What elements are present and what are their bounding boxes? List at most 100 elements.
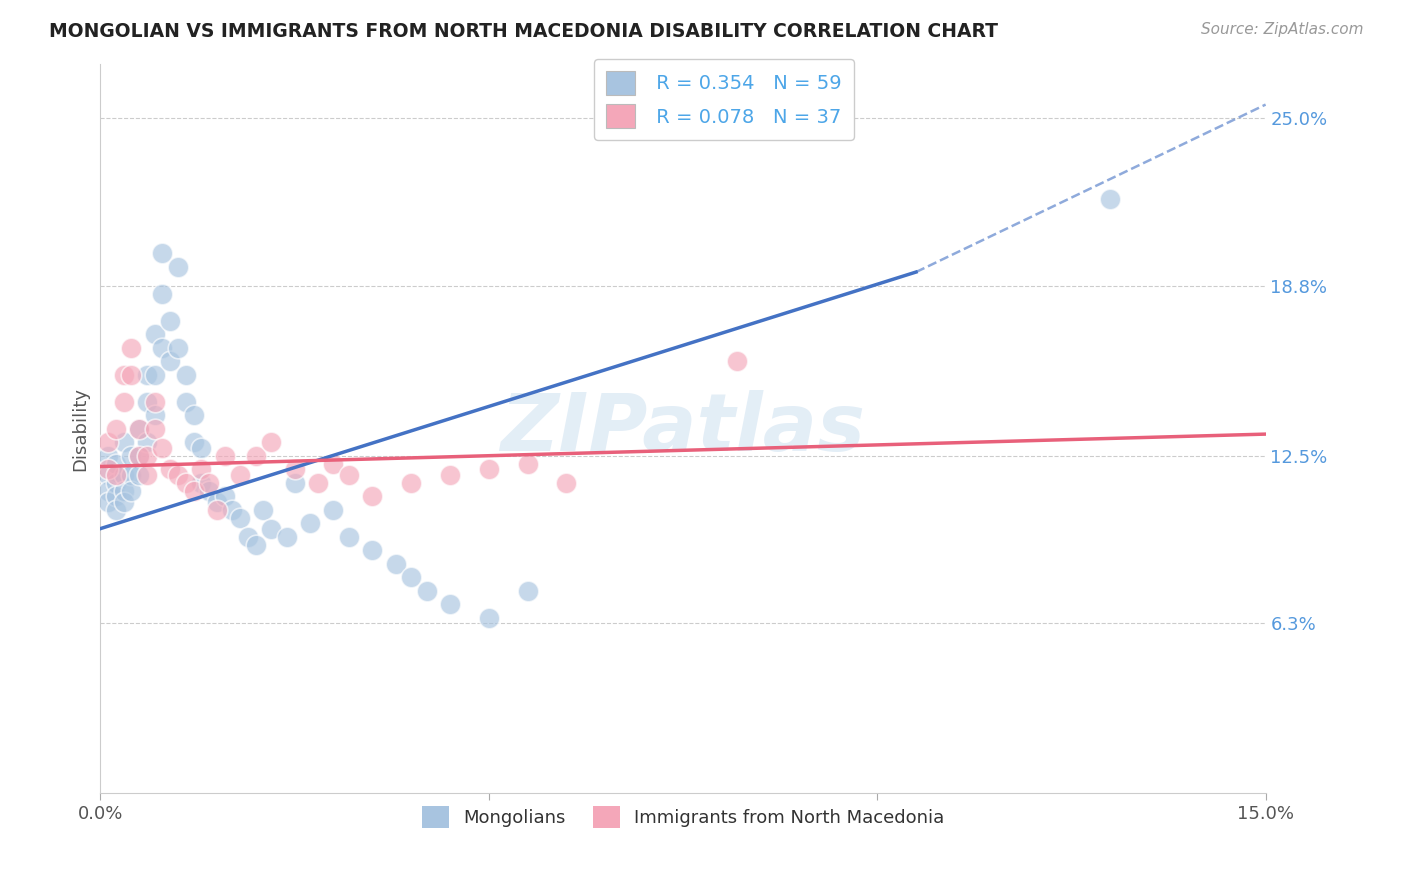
Point — [174, 394, 197, 409]
Point — [190, 441, 212, 455]
Point — [104, 457, 127, 471]
Point — [276, 530, 298, 544]
Point — [174, 475, 197, 490]
Point — [112, 467, 135, 482]
Text: MONGOLIAN VS IMMIGRANTS FROM NORTH MACEDONIA DISABILITY CORRELATION CHART: MONGOLIAN VS IMMIGRANTS FROM NORTH MACED… — [49, 22, 998, 41]
Point — [399, 570, 422, 584]
Point — [361, 489, 384, 503]
Point — [159, 462, 181, 476]
Point — [104, 422, 127, 436]
Point — [152, 286, 174, 301]
Point — [128, 449, 150, 463]
Text: Source: ZipAtlas.com: Source: ZipAtlas.com — [1201, 22, 1364, 37]
Point — [555, 475, 578, 490]
Point — [136, 435, 159, 450]
Point — [205, 494, 228, 508]
Point — [159, 354, 181, 368]
Point — [322, 457, 344, 471]
Point — [112, 494, 135, 508]
Point — [120, 483, 142, 498]
Point — [307, 475, 329, 490]
Point — [299, 516, 322, 531]
Point — [322, 502, 344, 516]
Point — [725, 354, 748, 368]
Y-axis label: Disability: Disability — [72, 387, 89, 471]
Point — [143, 422, 166, 436]
Point — [198, 475, 221, 490]
Point — [1099, 192, 1122, 206]
Point — [136, 368, 159, 382]
Point — [221, 502, 243, 516]
Point — [112, 435, 135, 450]
Point — [128, 422, 150, 436]
Point — [198, 483, 221, 498]
Point — [97, 483, 120, 498]
Point — [229, 511, 252, 525]
Point — [136, 467, 159, 482]
Point — [260, 522, 283, 536]
Point — [136, 394, 159, 409]
Point — [439, 467, 461, 482]
Point — [104, 489, 127, 503]
Point — [399, 475, 422, 490]
Point — [183, 435, 205, 450]
Point — [112, 394, 135, 409]
Point — [516, 457, 538, 471]
Point — [112, 483, 135, 498]
Point — [97, 449, 120, 463]
Point — [245, 449, 267, 463]
Point — [104, 502, 127, 516]
Point — [143, 368, 166, 382]
Point — [183, 483, 205, 498]
Point — [97, 435, 120, 450]
Point — [167, 341, 190, 355]
Point — [128, 449, 150, 463]
Point — [516, 583, 538, 598]
Point — [415, 583, 437, 598]
Point — [284, 462, 307, 476]
Point — [143, 408, 166, 422]
Point — [245, 538, 267, 552]
Point — [128, 422, 150, 436]
Point — [120, 467, 142, 482]
Point — [190, 462, 212, 476]
Text: ZIPatlas: ZIPatlas — [501, 390, 866, 467]
Point — [143, 394, 166, 409]
Point — [174, 368, 197, 382]
Point — [260, 435, 283, 450]
Point — [120, 341, 142, 355]
Point — [236, 530, 259, 544]
Point — [361, 543, 384, 558]
Point — [136, 449, 159, 463]
Point — [152, 246, 174, 260]
Point — [97, 494, 120, 508]
Point — [252, 502, 274, 516]
Point — [190, 475, 212, 490]
Point — [97, 467, 120, 482]
Point — [214, 449, 236, 463]
Point — [167, 467, 190, 482]
Point — [120, 368, 142, 382]
Point — [337, 530, 360, 544]
Point — [143, 327, 166, 342]
Point — [337, 467, 360, 482]
Point — [167, 260, 190, 274]
Point — [384, 557, 406, 571]
Point — [229, 467, 252, 482]
Point — [97, 462, 120, 476]
Point — [152, 441, 174, 455]
Point — [120, 449, 142, 463]
Point — [478, 611, 501, 625]
Point — [183, 408, 205, 422]
Point — [214, 489, 236, 503]
Point — [439, 597, 461, 611]
Point — [104, 475, 127, 490]
Point — [112, 368, 135, 382]
Point — [152, 341, 174, 355]
Point — [284, 475, 307, 490]
Point — [104, 467, 127, 482]
Point — [205, 502, 228, 516]
Point — [128, 467, 150, 482]
Legend: Mongolians, Immigrants from North Macedonia: Mongolians, Immigrants from North Macedo… — [415, 799, 952, 836]
Point — [159, 313, 181, 327]
